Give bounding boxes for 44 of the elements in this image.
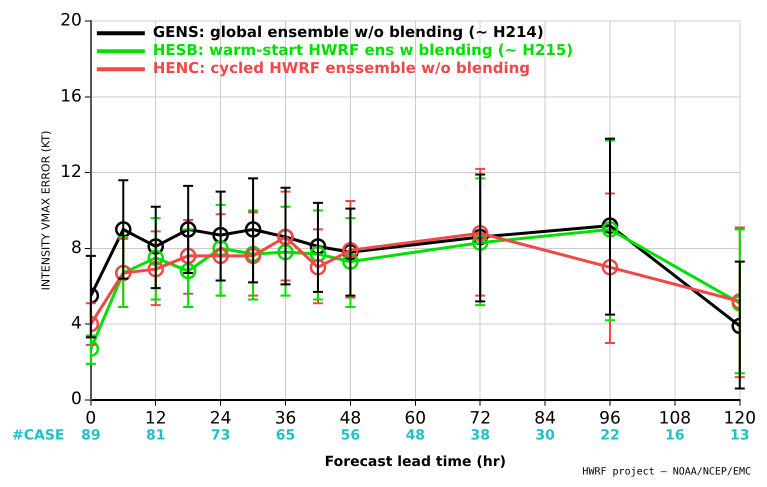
- y-tick-label: 16: [60, 86, 82, 106]
- text: 65: [276, 427, 296, 444]
- text: 48: [406, 427, 426, 444]
- legend-label: HENC: cycled HWRF enssemble w/o blending: [152, 59, 530, 78]
- x-tick-label: 72: [469, 408, 492, 428]
- text: 13: [730, 427, 750, 444]
- legend-label: GENS: global ensemble w/o blending (~ H214): [152, 23, 544, 42]
- text: 73: [210, 427, 230, 444]
- x-tick-label: 96: [599, 408, 621, 428]
- x-tick-label: 36: [274, 408, 296, 428]
- x-tick-label: 108: [658, 408, 692, 428]
- y-axis-title: INTENSITY VMAX ERROR (KT): [39, 130, 52, 290]
- point: [180, 221, 196, 238]
- y-tick-label: 8: [71, 238, 82, 258]
- text: HWRF project – NOAA/NCEP/EMC: [582, 466, 751, 478]
- text: 16: [665, 427, 685, 444]
- text: 81: [146, 427, 166, 444]
- text: #CASE: [12, 427, 64, 444]
- point: [472, 224, 488, 242]
- x-tick-label: 0: [85, 408, 96, 428]
- text: 22: [600, 427, 620, 444]
- text: 38: [470, 427, 490, 444]
- point: [180, 248, 196, 264]
- point: [147, 260, 164, 278]
- y-tick-label: 20: [60, 10, 82, 31]
- x-tick-label: 120: [724, 408, 756, 428]
- x-tick-label: 24: [210, 408, 232, 428]
- text: 89: [81, 427, 101, 444]
- legend-label: HESB: warm-start HWRF ens w blending (~ H215): [152, 41, 574, 60]
- y-tick-label: 12: [60, 162, 82, 182]
- point: [244, 221, 262, 238]
- point: [212, 248, 229, 264]
- text: 30: [535, 427, 556, 444]
- point: [115, 221, 132, 238]
- y-tick-label: 0: [71, 389, 82, 410]
- point: [310, 259, 326, 276]
- x-tick-label: 12: [144, 408, 167, 428]
- x-tick-label: 48: [340, 408, 362, 428]
- point: [180, 262, 196, 280]
- x-tick-label: 84: [534, 408, 556, 428]
- x-axis-title: Forecast lead time (hr): [324, 454, 506, 470]
- y-tick-label: 4: [71, 314, 82, 334]
- text: 56: [340, 427, 360, 444]
- x-tick-label: 60: [404, 408, 426, 428]
